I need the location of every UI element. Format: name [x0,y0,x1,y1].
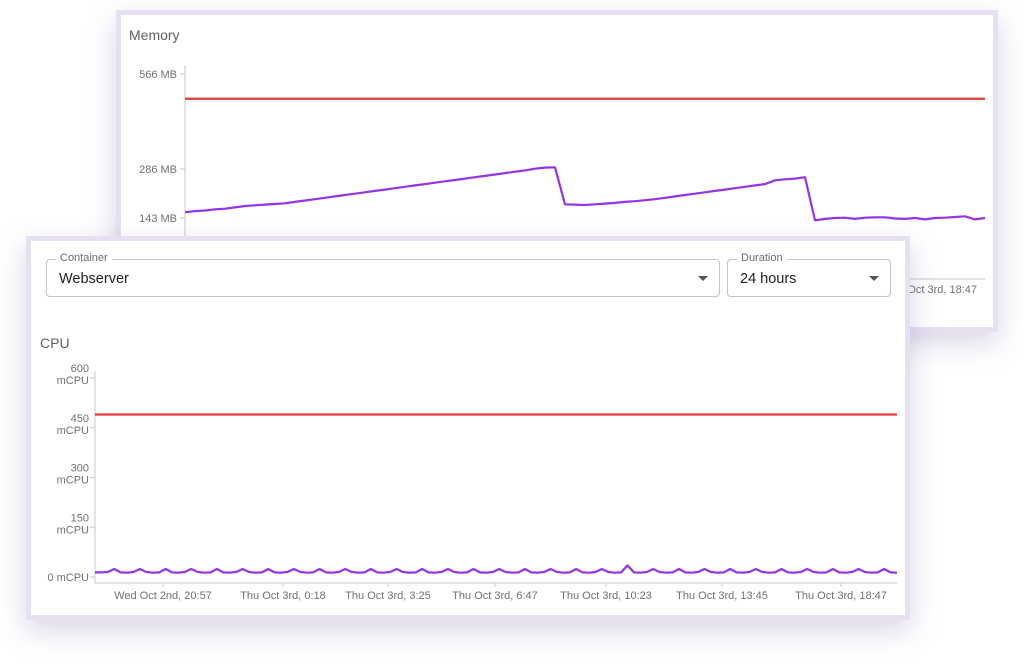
cpu-y-tick-label: mCPU [57,425,89,437]
cpu-y-tick-label: 300 [71,463,89,475]
cpu-panel: Container Webserver Duration 24 hours CP… [26,236,910,620]
chevron-down-icon [869,276,879,281]
memory-usage-line [184,166,986,222]
memory-y-tick-label: 286 MB [139,164,177,176]
cpu-title: CPU [40,335,70,351]
memory-chart: 143 MB 286 MB 566 MB Oct 3rd, 18:47 [139,65,986,296]
cpu-x-tick-label: Thu Oct 3rd, 3:25 [345,590,431,602]
duration-select[interactable]: Duration 24 hours [727,252,891,297]
duration-select-label: Duration [737,252,787,264]
cpu-y-tick-label: 150 [71,512,89,524]
memory-title: Memory [129,27,180,43]
cpu-y-tick-label: 450 [71,413,89,425]
cpu-y-tick-label: mCPU [57,524,89,536]
cpu-y-tick-label: 0 mCPU [47,572,89,584]
cpu-y-tick-label: mCPU [57,475,89,487]
cpu-x-tick-label: Thu Oct 3rd, 13:45 [676,590,768,602]
duration-select-value: 24 hours [740,271,797,287]
chevron-down-icon [698,276,708,281]
container-select-value: Webserver [59,271,129,287]
cpu-x-tick-label: Thu Oct 3rd, 6:47 [452,590,538,602]
cpu-x-tick-label: Thu Oct 3rd, 0:18 [240,590,326,602]
memory-y-tick-label: 566 MB [139,69,177,81]
container-select-label: Container [56,252,112,264]
cpu-x-tick-label: Wed Oct 2nd, 20:57 [114,590,212,602]
container-select[interactable]: Container Webserver [46,252,720,297]
cpu-x-tick-label: Thu Oct 3rd, 10:23 [560,590,652,602]
memory-y-tick-label: 143 MB [139,213,177,225]
cpu-x-tick-label: Thu Oct 3rd, 18:47 [795,590,887,602]
memory-x-tick-label: Oct 3rd, 18:47 [907,284,977,296]
cpu-y-tick-label: 600 [71,363,89,375]
cpu-usage-line [95,564,898,574]
cpu-y-tick-label: mCPU [57,375,89,387]
